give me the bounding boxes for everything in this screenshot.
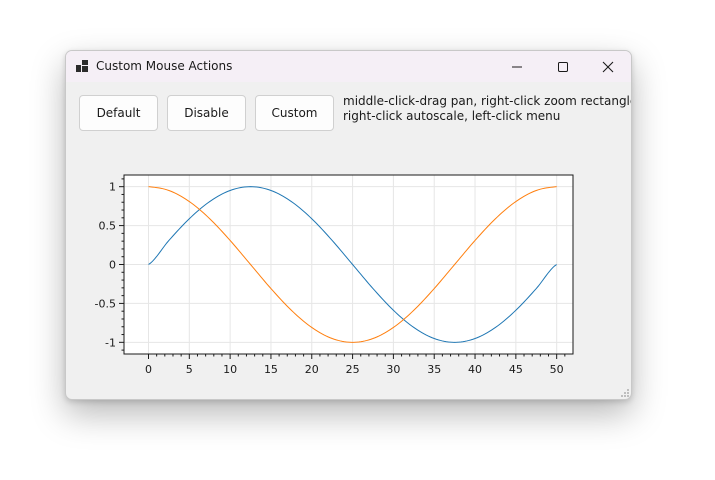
x-tick-label: 5: [186, 363, 193, 376]
help-text: middle-click-drag pan, right-click zoom …: [343, 94, 632, 124]
close-button[interactable]: [585, 51, 631, 82]
minimize-button[interactable]: [494, 51, 540, 82]
help-line-1: middle-click-drag pan, right-click zoom …: [343, 94, 632, 108]
y-tick-label: -1: [105, 336, 116, 349]
x-tick-label: 45: [509, 363, 523, 376]
y-tick-label: -0.5: [95, 297, 116, 310]
window-title: Custom Mouse Actions: [96, 59, 233, 73]
x-tick-label: 15: [264, 363, 278, 376]
x-tick-label: 0: [145, 363, 152, 376]
x-tick-label: 30: [386, 363, 400, 376]
x-tick-label: 40: [468, 363, 482, 376]
resize-grip-icon[interactable]: [620, 388, 630, 398]
x-tick-label: 10: [223, 363, 237, 376]
close-icon: [602, 61, 614, 72]
title-bar[interactable]: Custom Mouse Actions: [66, 51, 631, 82]
x-tick-label: 35: [427, 363, 441, 376]
minimize-icon: [512, 66, 522, 67]
plot-area[interactable]: 0 5 10 15 20 25 30 35 40 45 50 1 0.5 0 -0.5 -1: [66, 51, 631, 399]
series-line-1: [148, 186, 557, 343]
custom-button[interactable]: Custom: [255, 95, 334, 131]
y-tick-label: 0.5: [99, 220, 117, 233]
y-tick-label: 1: [109, 181, 116, 194]
x-tick-label: 20: [305, 363, 319, 376]
app-window-icon: [76, 60, 88, 72]
x-tick-label: 50: [550, 363, 564, 376]
maximize-button[interactable]: [540, 51, 586, 82]
series-line-2: [148, 186, 557, 343]
help-line-2: right-click autoscale, left-click menu: [343, 109, 561, 123]
default-button[interactable]: Default: [79, 95, 158, 131]
y-tick-label: 0: [109, 259, 116, 272]
app-window: Custom Mouse Actions Default Disable Cus…: [65, 50, 632, 400]
disable-button[interactable]: Disable: [167, 95, 246, 131]
x-tick-label: 25: [346, 363, 360, 376]
maximize-icon: [558, 61, 568, 72]
